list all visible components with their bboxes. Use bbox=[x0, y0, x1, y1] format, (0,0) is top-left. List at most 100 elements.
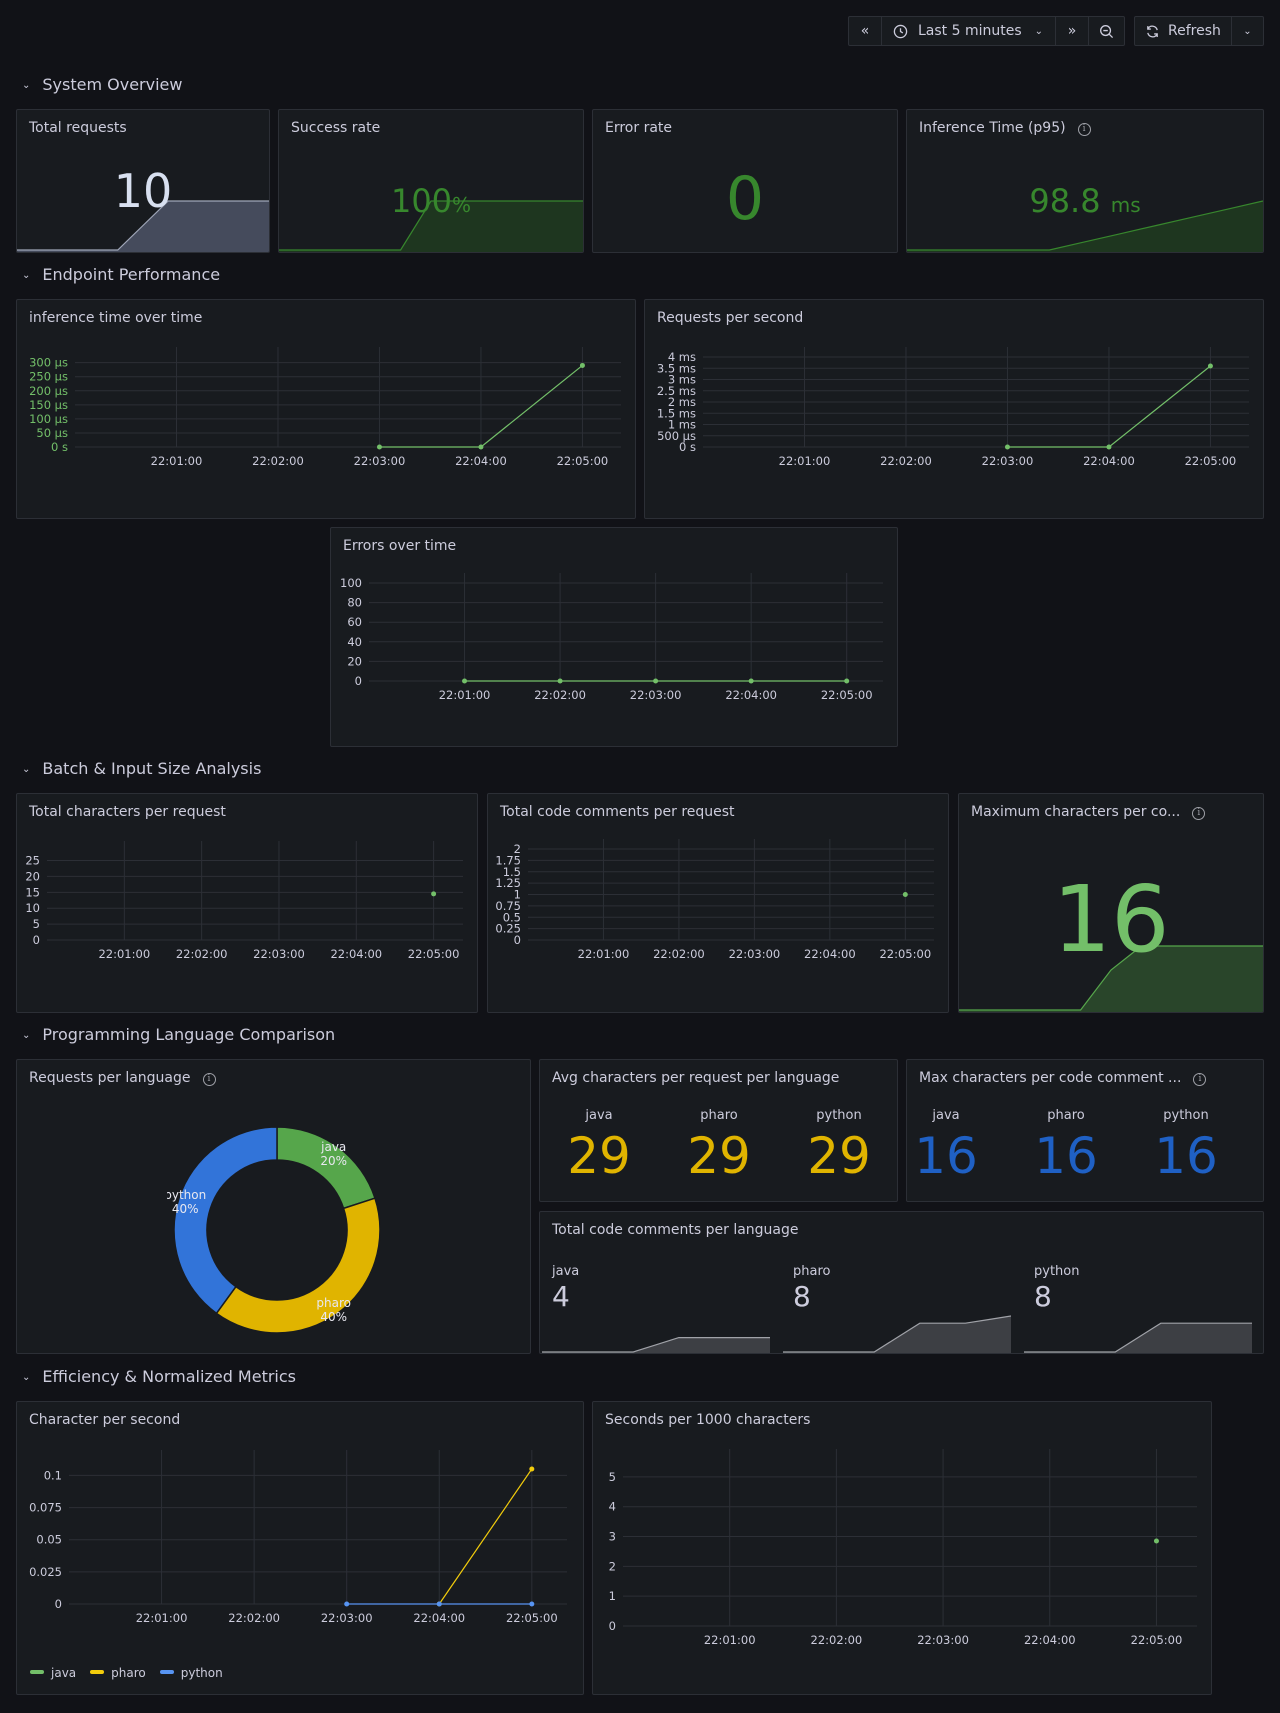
panel-requests-per-language[interactable]: Requests per language i java 20% pharo 40% py… bbox=[16, 1059, 531, 1354]
row-endpoint-performance[interactable]: ⌄ Endpoint Performance bbox=[22, 265, 220, 284]
data-point bbox=[529, 1466, 535, 1472]
panel-title: inference time over time bbox=[29, 310, 203, 326]
row-title: Efficiency & Normalized Metrics bbox=[42, 1367, 297, 1386]
y-tick-label: 1 ms bbox=[668, 418, 696, 432]
sparkline-area bbox=[783, 1316, 1011, 1353]
x-tick-label: 22:02:00 bbox=[176, 947, 228, 961]
stat-value: 29 bbox=[807, 1127, 871, 1185]
data-point bbox=[436, 1601, 442, 1607]
legend-label: pharo bbox=[111, 1666, 146, 1680]
panel-requests-per-second[interactable]: Requests per second 0 s 500 µs 1 ms 1.5 ms 2… bbox=[644, 299, 1264, 519]
panel-avg-characters-per-language[interactable]: Avg characters per request per language … bbox=[539, 1059, 898, 1202]
panel-title: Error rate bbox=[605, 120, 673, 136]
x-tick-label: 22:04:00 bbox=[804, 947, 856, 961]
time-shift-back-button[interactable]: « bbox=[848, 16, 882, 46]
row-system-overview[interactable]: ⌄ System Overview bbox=[22, 75, 182, 94]
time-range-picker[interactable]: Last 5 minutes ⌄ bbox=[881, 16, 1056, 46]
x-tick-label: 22:01:00 bbox=[578, 947, 630, 961]
x-tick-label: 22:02:00 bbox=[252, 454, 304, 468]
y-tick-label: 1.25 bbox=[495, 876, 521, 890]
data-point bbox=[579, 362, 585, 368]
stat-value: 4 bbox=[552, 1280, 570, 1313]
y-tick-label: 3 ms bbox=[668, 373, 696, 387]
sparkline-line bbox=[542, 1337, 770, 1353]
data-point bbox=[902, 892, 908, 897]
row-title: Programming Language Comparison bbox=[42, 1025, 336, 1044]
info-icon[interactable]: i bbox=[1192, 807, 1206, 820]
panel-max-characters-per-language[interactable]: Max characters per code comment ... i jav… bbox=[906, 1059, 1264, 1202]
panel-total-code-comments-per-request[interactable]: Total code comments per request 0 0.25 0.5… bbox=[487, 793, 949, 1013]
double-chevron-right-icon: » bbox=[1067, 23, 1077, 39]
info-icon[interactable]: i bbox=[1193, 1073, 1207, 1086]
panel-title: Requests per second bbox=[657, 310, 804, 326]
y-tick-label: 50 µs bbox=[36, 426, 68, 440]
panel-character-per-second[interactable]: Character per second 0 0.025 0.05 0.075 0.1 2… bbox=[16, 1401, 584, 1695]
panel-success-rate[interactable]: Success rate 100% bbox=[278, 109, 584, 253]
x-tick-label: 22:05:00 bbox=[506, 1611, 558, 1625]
info-icon[interactable]: i bbox=[202, 1073, 216, 1086]
chevron-down-icon: ⌄ bbox=[22, 1030, 31, 1041]
y-tick-label: 40 bbox=[347, 635, 362, 649]
legend-item[interactable]: python bbox=[159, 1666, 223, 1680]
legend-item[interactable]: pharo bbox=[90, 1666, 146, 1680]
panel-title-wrap: Max characters per code comment ... i bbox=[919, 1070, 1207, 1086]
panel-title: Inference Time (p95) bbox=[919, 120, 1066, 136]
row-language-comparison[interactable]: ⌄ Programming Language Comparison bbox=[22, 1025, 335, 1044]
y-tick-label: 150 µs bbox=[29, 398, 68, 412]
x-tick-label: 22:03:00 bbox=[354, 454, 406, 468]
panel-errors-over-time[interactable]: Errors over time 0 20 40 60 80 100 22:01:00 22:… bbox=[330, 527, 898, 747]
y-tick-label: 2.5 ms bbox=[657, 384, 696, 398]
panel-title: Success rate bbox=[291, 120, 381, 136]
x-tick-label: 22:01:00 bbox=[439, 688, 491, 702]
chevron-down-icon: ⌄ bbox=[22, 270, 31, 281]
x-tick-label: 22:02:00 bbox=[880, 454, 932, 468]
refresh-button[interactable]: Refresh bbox=[1134, 16, 1232, 46]
sparkline-line bbox=[783, 1315, 1011, 1353]
stat-label: python bbox=[1163, 1108, 1209, 1123]
y-tick-label: 0 bbox=[33, 933, 40, 947]
zoom-out-icon bbox=[1100, 24, 1114, 38]
panel-total-code-comments-per-language[interactable]: Total code comments per language java 4 ph… bbox=[539, 1211, 1264, 1354]
y-tick-label: 1 bbox=[609, 1589, 616, 1603]
x-tick-label: 22:05:00 bbox=[879, 947, 931, 961]
info-icon[interactable]: i bbox=[1077, 123, 1091, 136]
sparkline-line bbox=[279, 200, 583, 251]
x-tick-label: 22:05:00 bbox=[557, 454, 609, 468]
x-tick-label: 22:02:00 bbox=[228, 1611, 280, 1625]
panel-total-characters-per-request[interactable]: Total characters per request 0 5 10 15 20 25 2… bbox=[16, 793, 478, 1013]
panel-title: Requests per language bbox=[29, 1070, 191, 1086]
row-batch-input[interactable]: ⌄ Batch & Input Size Analysis bbox=[22, 759, 261, 778]
y-tick-label: 10 bbox=[25, 901, 40, 915]
zoom-out-button[interactable] bbox=[1088, 16, 1125, 46]
y-tick-label: 0 bbox=[514, 933, 521, 947]
refresh-interval-dropdown[interactable]: ⌄ bbox=[1231, 16, 1264, 46]
clock-icon bbox=[893, 24, 908, 38]
chevron-down-icon: ⌄ bbox=[22, 1372, 31, 1383]
panel-inference-time-over-time[interactable]: inference time over time 0 s 50 µs 100 µs 1… bbox=[16, 299, 636, 519]
y-tick-label: 0 s bbox=[51, 440, 68, 454]
y-tick-label: 0.5 bbox=[503, 910, 521, 924]
x-tick-label: 22:01:00 bbox=[136, 1611, 188, 1625]
panel-title: Character per second bbox=[29, 1412, 181, 1428]
time-shift-forward-button[interactable]: » bbox=[1055, 16, 1089, 46]
panel-error-rate[interactable]: Error rate 0 bbox=[592, 109, 898, 253]
y-tick-label: 1 bbox=[514, 888, 521, 902]
panel-title: Maximum characters per co... bbox=[971, 804, 1181, 820]
row-efficiency[interactable]: ⌄ Efficiency & Normalized Metrics bbox=[22, 1367, 296, 1386]
x-tick-label: 22:05:00 bbox=[1185, 454, 1237, 468]
x-tick-label: 22:04:00 bbox=[330, 947, 382, 961]
panel-inference-time[interactable]: Inference Time (p95) i 98.8 ms bbox=[906, 109, 1264, 253]
timeseries-chart: 0 0.025 0.05 0.075 0.1 22:01:00 22:02:00 22:03:… bbox=[29, 1450, 567, 1625]
data-point bbox=[478, 444, 484, 450]
y-tick-label: 0 s bbox=[679, 440, 696, 454]
y-tick-label: 0.075 bbox=[29, 1501, 62, 1515]
x-tick-label: 22:01:00 bbox=[98, 947, 150, 961]
panel-max-characters-per-comment[interactable]: Maximum characters per co... i 16 bbox=[958, 793, 1264, 1013]
legend-item[interactable]: java bbox=[30, 1666, 76, 1680]
panel-total-requests[interactable]: Total requests 10 bbox=[16, 109, 270, 253]
x-tick-label: 22:02:00 bbox=[653, 947, 705, 961]
sparkline-line bbox=[959, 945, 1263, 1011]
panel-seconds-per-1000-characters[interactable]: Seconds per 1000 characters 0 1 2 3 4 5 22:01:… bbox=[592, 1401, 1212, 1695]
